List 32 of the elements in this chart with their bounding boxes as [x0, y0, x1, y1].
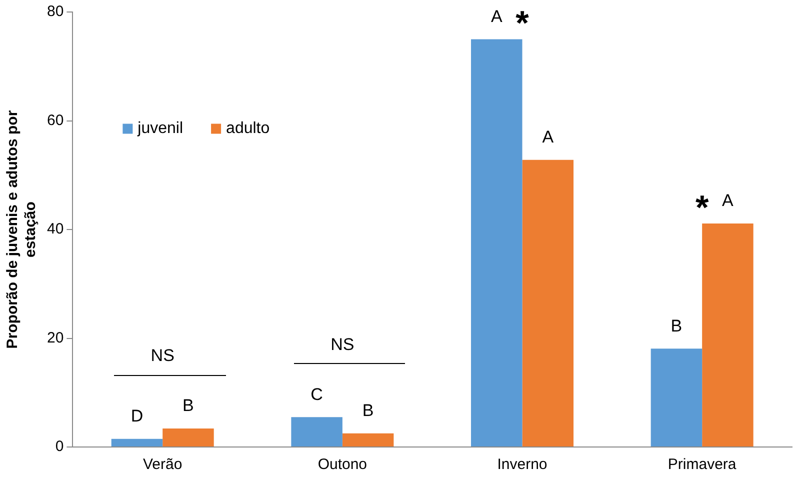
bar — [702, 224, 754, 446]
y-tick-label: 20 — [46, 329, 64, 346]
annotation: A — [542, 128, 554, 147]
annotation: A — [722, 191, 734, 210]
annotation: B — [362, 401, 374, 420]
y-tick-label: 0 — [55, 438, 64, 456]
annotation: C — [310, 384, 323, 404]
annotation: B — [182, 396, 194, 416]
x-tick-label: Primavera — [668, 456, 737, 474]
bar — [650, 348, 702, 446]
y-tick-label: 40 — [46, 220, 64, 238]
annotation: * — [695, 188, 710, 227]
bar — [111, 438, 163, 446]
x-tick-label: Outono — [318, 456, 368, 474]
x-tick-label: Inverno — [497, 456, 548, 474]
x-tick-label: Verão — [142, 456, 182, 474]
legend-label: juvenil — [136, 120, 184, 138]
annotation: A — [490, 6, 503, 26]
y-tick-label: 60 — [46, 112, 64, 129]
legend-label: adulto — [226, 120, 270, 138]
annotation: NS — [330, 334, 354, 354]
annotation: NS — [150, 346, 174, 366]
bar — [162, 428, 214, 446]
y-axis-title: Proporão de juvenis e adutos por estação — [4, 110, 40, 349]
annotation: B — [670, 316, 682, 336]
y-tick-label: 80 — [46, 3, 64, 20]
annotation: * — [516, 4, 530, 43]
annotation: D — [130, 406, 144, 426]
bar — [522, 160, 574, 446]
bar — [342, 433, 394, 446]
bar — [471, 39, 522, 446]
bar — [291, 417, 342, 446]
